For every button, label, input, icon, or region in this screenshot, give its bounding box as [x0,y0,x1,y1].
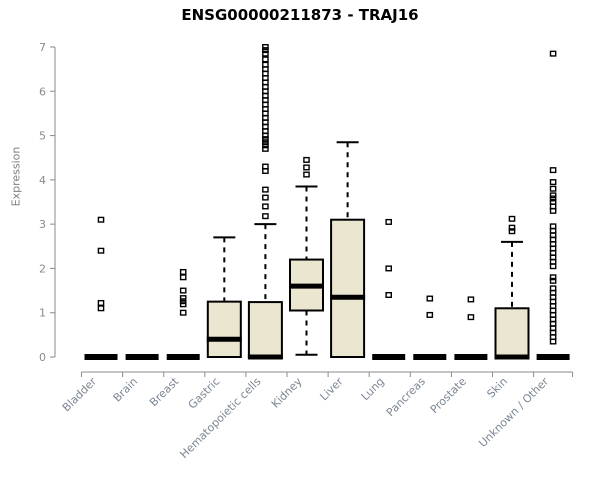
box-group [494,215,530,360]
y-tick-label: 0 [39,351,46,364]
category-label: Unknown / Other [476,375,551,450]
y-tick-label: 1 [39,307,46,320]
outlier-point [549,195,557,202]
outlier-point [303,164,310,171]
y-tick-label: 5 [39,130,46,143]
y-tick-label: 6 [39,85,46,98]
collapsed-box[interactable] [536,354,570,360]
outlier-point [179,295,187,302]
outlier-point [262,56,269,63]
outlier-point [467,296,475,303]
collapsed-box[interactable] [84,354,118,360]
box-group [247,44,283,360]
category-label: Liver [317,375,346,404]
outlier-point [262,44,269,51]
category-label: Prostate [428,375,469,416]
category-label: Hematopoietic cells [177,375,263,461]
outlier-point [179,274,187,281]
box-group [84,216,118,360]
outlier-point [262,50,269,57]
collapsed-box[interactable] [125,354,159,360]
outlier-point [549,185,557,192]
outlier-point [385,265,393,272]
outlier-point [262,47,269,54]
outlier-point [426,295,434,302]
box-rect[interactable] [330,218,366,358]
box-rect[interactable] [494,307,530,358]
outlier-point [179,268,187,275]
outlier-point [179,301,187,308]
box-group [166,268,200,360]
outlier-point [97,305,105,312]
box-series [84,44,570,360]
outlier-point [97,216,105,223]
outlier-point [262,213,269,220]
outlier-point [262,145,269,152]
outlier-point [179,298,187,305]
outlier-point [508,215,516,222]
outlier-point [426,311,434,318]
outlier-point [549,263,557,270]
outlier-point [179,287,187,294]
box-group [330,141,366,358]
box-group [206,236,242,358]
outlier-point [549,274,557,281]
collapsed-box[interactable] [372,354,406,360]
outlier-point [262,167,269,174]
outlier-point [549,192,557,199]
y-tick-label: 3 [39,218,46,231]
outlier-point [262,132,269,139]
outlier-point [549,277,557,284]
outlier-point [262,139,269,146]
outlier-point [97,299,105,306]
outlier-point [262,203,269,210]
outlier-point [508,224,516,231]
box-group [125,354,159,360]
outlier-point [549,167,557,174]
box-group [372,218,406,360]
box-rect[interactable] [206,300,242,358]
outlier-point [385,292,393,299]
box-group [536,50,570,360]
collapsed-box[interactable] [166,354,200,360]
box-group [413,295,447,360]
category-label: Bladder [60,375,100,415]
category-label: Kidney [269,375,305,411]
outlier-point [385,218,393,225]
collapsed-box[interactable] [454,354,488,360]
category-label: Gastric [186,375,223,412]
x-axis [81,371,574,377]
y-tick-label: 2 [39,262,46,275]
category-label: Breast [147,374,182,409]
category-label: Pancreas [384,375,428,419]
outlier-point [303,156,310,163]
outlier-point [549,179,557,186]
outlier-point [549,207,557,214]
y-tick-label: 7 [39,41,46,54]
y-tick-label: 4 [39,174,46,187]
outlier-point [97,247,105,254]
category-label: Brain [111,375,141,405]
outlier-point [179,309,187,316]
outlier-point [508,228,516,235]
y-axis: 0 1 2 3 4 5 6 7 [39,41,56,364]
box-rect[interactable] [247,301,283,359]
box-group [289,156,324,356]
category-label: Lung [359,375,387,403]
outlier-point [262,142,269,149]
outlier-point [549,50,557,57]
outlier-point [262,186,269,193]
category-label: Skin [484,375,510,401]
outlier-point [467,314,475,321]
outlier-point [262,136,269,143]
outlier-point [549,338,557,345]
box-group [454,296,488,360]
collapsed-box[interactable] [413,354,447,360]
outlier-point [262,194,269,201]
outlier-point [303,171,310,178]
page-title: ENSG00000211873 - TRAJ16 [181,6,419,24]
